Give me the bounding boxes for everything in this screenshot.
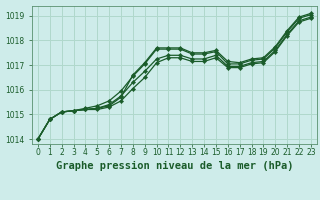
X-axis label: Graphe pression niveau de la mer (hPa): Graphe pression niveau de la mer (hPa) — [56, 161, 293, 171]
